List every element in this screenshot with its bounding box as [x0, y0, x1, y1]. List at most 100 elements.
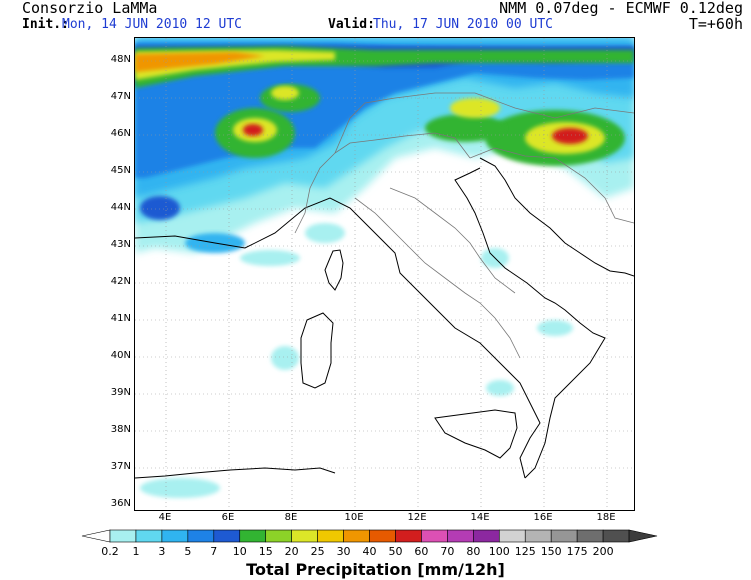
colorbar-arrow-right	[628, 529, 658, 543]
corsica	[324, 249, 344, 291]
lat-label-38n: 38N	[110, 424, 131, 435]
italy-west-coast	[135, 197, 541, 479]
colorbar-swatch	[395, 529, 422, 543]
balkan-coast	[479, 157, 634, 277]
colorbar-swatch	[550, 529, 578, 543]
colorbar-level-label: 7	[210, 545, 218, 558]
italy-south-coast	[454, 167, 606, 479]
border-alps	[294, 132, 471, 234]
precip-patch-5	[140, 478, 220, 498]
precip-core-sw	[140, 196, 180, 220]
valid-value: Thu, 17 JUN 2010 00 UTC	[373, 17, 554, 32]
lon-label-8e: 8E	[284, 512, 298, 523]
precip-core-ch2	[271, 86, 299, 100]
precip-patch-7	[240, 250, 300, 266]
precip-patch-2	[537, 320, 573, 336]
colorbar-arrow-left	[81, 529, 111, 543]
sicily	[434, 409, 518, 459]
colorbar-swatch	[602, 529, 630, 543]
colorbar-swatch	[524, 529, 552, 543]
colorbar-swatch	[317, 529, 344, 543]
precip-zone-30	[135, 52, 265, 72]
coastlines	[135, 157, 634, 479]
colorbar-swatch	[239, 529, 267, 543]
sardinia	[300, 312, 334, 389]
colorbar-swatch	[447, 529, 474, 543]
graticule	[135, 38, 634, 510]
colorbar-level-label: 100	[488, 545, 510, 558]
north-africa	[135, 467, 336, 479]
forecast-step: T=+60h	[688, 15, 743, 33]
init-value: Mon, 14 JUN 2010 12 UTC	[62, 17, 243, 32]
precip-core-ne-red	[552, 128, 588, 144]
colorbar-swatch	[291, 529, 318, 543]
colorbar-swatch	[498, 529, 526, 543]
lat-label-41n: 41N	[110, 313, 131, 324]
colorbar-level-label: 60	[414, 545, 429, 558]
colorbar-level-label: 70	[440, 545, 455, 558]
border-italy-regions	[354, 197, 521, 359]
lat-label-45n: 45N	[110, 165, 131, 176]
colorbar-swatch	[473, 529, 500, 543]
colorbar-level-label: 40	[362, 545, 377, 558]
lat-label-40n: 40N	[110, 350, 131, 361]
colorbar-level-label: 125	[514, 545, 536, 558]
lon-label-12e: 12E	[407, 512, 427, 523]
lat-label-46n: 46N	[110, 128, 131, 139]
lon-label-6e: 6E	[221, 512, 235, 523]
colorbar-swatch	[213, 529, 241, 543]
border-austria	[334, 92, 634, 154]
precip-patch-4	[271, 346, 299, 370]
lat-label-43n: 43N	[110, 239, 131, 250]
colorbar-swatch	[421, 529, 448, 543]
colorbar-swatch	[576, 529, 604, 543]
colorbar-swatch	[369, 529, 396, 543]
lon-label-18e: 18E	[596, 512, 616, 523]
precip-core-alps-e	[425, 114, 505, 142]
org-title: Consorzio LaMMa	[22, 0, 158, 17]
precip-core-alps-e2	[450, 98, 500, 118]
colorbar-level-label: 30	[336, 545, 351, 558]
lon-label-4e: 4E	[158, 512, 172, 523]
colorbar-level-label: 150	[540, 545, 562, 558]
lat-label-48n: 48N	[110, 54, 131, 65]
colorbar-level-label: 5	[184, 545, 192, 558]
lon-label-10e: 10E	[344, 512, 364, 523]
colorbar-swatch	[343, 529, 370, 543]
lat-label-42n: 42N	[110, 276, 131, 287]
colorbar-level-label: 3	[158, 545, 166, 558]
precip-patch-6	[305, 223, 345, 243]
model-title: NMM 0.07deg - ECMWF 0.12deg	[499, 0, 743, 17]
colorbar-level-label: 20	[284, 545, 299, 558]
lat-label-37n: 37N	[110, 461, 131, 472]
colorbar-swatch	[265, 529, 292, 543]
colorbar	[81, 529, 658, 543]
colorbar-level-label: 50	[388, 545, 403, 558]
init-prefix: Init.:	[22, 17, 69, 32]
colorbar-swatch	[187, 529, 215, 543]
lat-label-47n: 47N	[110, 91, 131, 102]
border-balkan	[469, 147, 634, 224]
precipitation-map	[134, 37, 635, 511]
colorbar-title: Total Precipitation [mm/12h]	[246, 560, 505, 579]
colorbar-level-label: 200	[592, 545, 614, 558]
lon-label-14e: 14E	[470, 512, 490, 523]
colorbar-level-label: 80	[466, 545, 481, 558]
colorbar-level-label: 1	[132, 545, 140, 558]
precip-core-w-red	[243, 124, 263, 136]
valid-prefix: Valid:	[328, 17, 375, 32]
colorbar-level-label: 175	[566, 545, 588, 558]
national-borders	[294, 92, 634, 359]
colorbar-level-label: 0.2	[101, 545, 119, 558]
lat-label-44n: 44N	[110, 202, 131, 213]
precipitation-field	[135, 38, 634, 498]
precip-patch-3	[486, 380, 514, 396]
colorbar-swatch	[161, 529, 189, 543]
border-italy-regions-2	[389, 187, 516, 294]
colorbar-swatch	[109, 529, 137, 543]
colorbar-swatch	[135, 529, 163, 543]
colorbar-level-label: 25	[310, 545, 325, 558]
colorbar-level-label: 15	[258, 545, 273, 558]
lat-label-39n: 39N	[110, 387, 131, 398]
lat-label-36n: 36N	[110, 498, 131, 509]
